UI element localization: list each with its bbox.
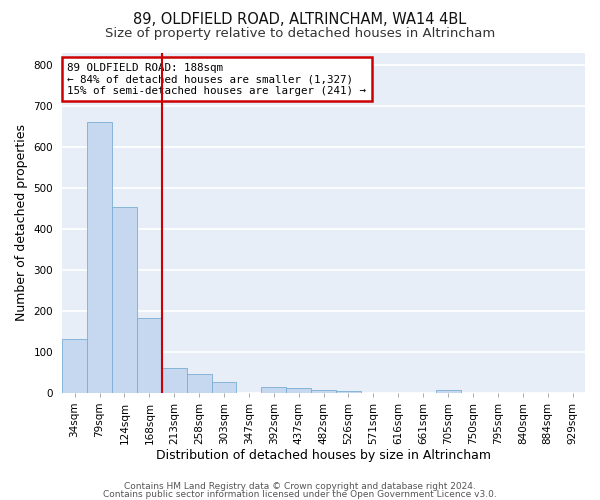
Bar: [286, 388, 311, 393]
Bar: [137, 318, 162, 393]
Bar: [212, 382, 236, 393]
Bar: [162, 368, 187, 393]
Bar: [436, 390, 461, 393]
Bar: [62, 340, 87, 393]
Bar: [112, 208, 137, 393]
Y-axis label: Number of detached properties: Number of detached properties: [15, 124, 28, 321]
Bar: [87, 122, 112, 393]
Bar: [311, 390, 336, 393]
Bar: [187, 374, 212, 393]
X-axis label: Distribution of detached houses by size in Altrincham: Distribution of detached houses by size …: [156, 450, 491, 462]
Bar: [262, 388, 286, 393]
Text: Contains public sector information licensed under the Open Government Licence v3: Contains public sector information licen…: [103, 490, 497, 499]
Bar: [336, 391, 361, 393]
Text: Contains HM Land Registry data © Crown copyright and database right 2024.: Contains HM Land Registry data © Crown c…: [124, 482, 476, 491]
Text: Size of property relative to detached houses in Altrincham: Size of property relative to detached ho…: [105, 28, 495, 40]
Text: 89 OLDFIELD ROAD: 188sqm
← 84% of detached houses are smaller (1,327)
15% of sem: 89 OLDFIELD ROAD: 188sqm ← 84% of detach…: [67, 62, 367, 96]
Text: 89, OLDFIELD ROAD, ALTRINCHAM, WA14 4BL: 89, OLDFIELD ROAD, ALTRINCHAM, WA14 4BL: [133, 12, 467, 28]
